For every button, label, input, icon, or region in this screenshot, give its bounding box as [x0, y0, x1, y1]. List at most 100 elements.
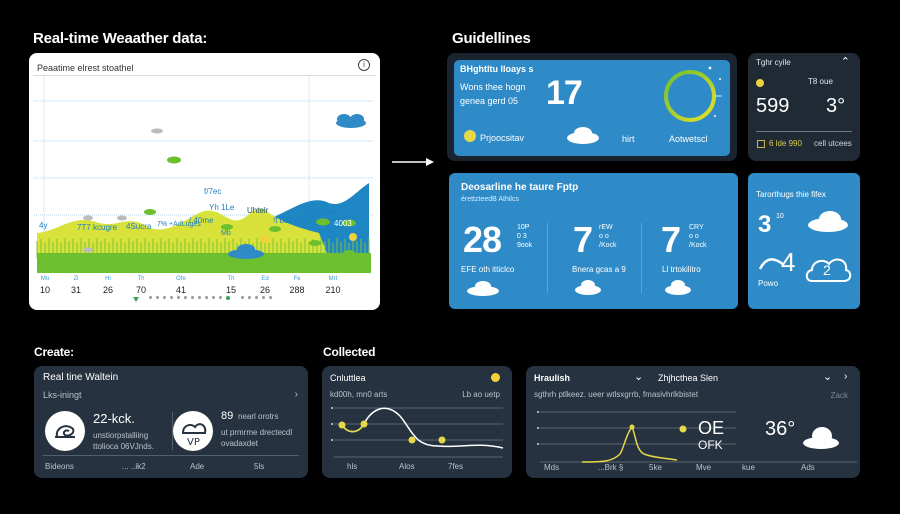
realtime-summary-card[interactable]: Real tine Waltein Lks-iningt › 22-kck. u…: [34, 366, 308, 478]
guidelines-footer-3: Aotwetscl: [669, 134, 708, 144]
history-footer-6: Ads: [801, 463, 815, 472]
page-dot[interactable]: [177, 296, 180, 299]
collected-footer-1: hls: [347, 462, 358, 471]
forecast-label-2: Bnera gcas a 9: [572, 265, 626, 274]
tomorrow-card[interactable]: Tarorthugs thie fifex 3 10 4 2 Powo: [748, 173, 860, 309]
tomorrow-value-2: 4: [781, 247, 796, 277]
cloud-icon: [665, 280, 691, 295]
realtime-right-value: 89: [221, 410, 234, 422]
chart-annotation: 4003: [334, 219, 352, 228]
guidelines-card-title: BHghtltu lloays s: [460, 64, 534, 74]
x-label: 210: [325, 285, 341, 295]
tomorrow-badge: 2: [823, 262, 831, 278]
forecast-sup: 9ook: [517, 242, 533, 249]
page-dot-active[interactable]: [226, 296, 230, 300]
chevron-right-icon[interactable]: ›: [844, 371, 848, 382]
chart-annotation: / 40me: [189, 216, 214, 225]
x-sublabel: Zi: [73, 276, 79, 282]
realtime-card-subtitle: Lks-iningt: [43, 390, 82, 400]
x-label: 15: [225, 285, 236, 295]
cloud-icon: [575, 280, 601, 295]
cloud-outline-icon: [805, 258, 852, 282]
page-dot[interactable]: [163, 296, 166, 299]
page-dot[interactable]: [156, 296, 159, 299]
forecast-sup: 0 3: [517, 233, 527, 240]
page-dot[interactable]: [219, 296, 222, 299]
collected-footer-2: Alos: [399, 462, 415, 471]
realtime-chart-panel: Peaatime elrest stoathel i: [29, 53, 380, 310]
sun-icon: [756, 79, 764, 87]
history-card[interactable]: Hraulish ⌄ Zhjhcthea Slen ⌄ › sgthrh ptl…: [526, 366, 860, 478]
blue-cloud-mid: [228, 244, 264, 259]
realtime-footer-2: ... ..ik2: [122, 462, 146, 471]
x-sublabel: Th: [227, 276, 235, 282]
divider: [33, 75, 376, 76]
chevron-down-icon[interactable]: ⌄: [823, 371, 833, 383]
forecast-sup: o o: [689, 233, 699, 240]
sun-icon: [261, 235, 269, 243]
page-dot[interactable]: [241, 296, 244, 299]
page-dot[interactable]: [262, 296, 265, 299]
page-dot[interactable]: [184, 296, 187, 299]
tomorrow-title: Tarorthugs thie fifex: [756, 190, 826, 199]
grey-cloud-icons: [83, 128, 163, 253]
cycle-card[interactable]: Tghr cyile ⌃ T8 oue 599 3° 6 lde 990 cel…: [748, 53, 860, 161]
realtime-right-desc1: ut prmrme drectecdl: [221, 428, 293, 437]
collected-right-sub: Lb ao uetp: [462, 390, 500, 399]
page-dot[interactable]: [205, 296, 208, 299]
chart-annotation: 7T7 kcugre: [77, 223, 118, 232]
chevron-right-icon[interactable]: ›: [294, 389, 298, 400]
guidelines-card[interactable]: BHghtltu lloays s Wons thee hogn genea g…: [454, 60, 730, 156]
guidelines-footer-2: hirt: [622, 134, 635, 144]
info-icon[interactable]: i: [358, 59, 370, 71]
forecast-value-2: 7: [573, 219, 594, 260]
checkbox[interactable]: [757, 140, 765, 148]
chart-annotation: 4y: [39, 221, 48, 230]
collected-card[interactable]: Cnluttlea kd00h, mn0 arts Lb ao uetp hls…: [322, 366, 512, 478]
x-sublabel: Hi: [105, 276, 111, 282]
history-dropdown-label[interactable]: Zhjhcthea Slen: [658, 373, 719, 383]
x-label: 288: [289, 285, 305, 295]
history-value-top: OE: [698, 418, 725, 438]
pagination-marker-icon: [133, 297, 139, 302]
history-temp: 36°: [765, 418, 796, 440]
chart-annotation: 4Sucra: [126, 222, 152, 231]
page-dot[interactable]: [170, 296, 173, 299]
forecast-sup: /Kock: [599, 242, 617, 249]
tomorrow-value-1-sup: 10: [776, 213, 784, 220]
page-dot[interactable]: [255, 296, 258, 299]
pagination-dots[interactable]: [149, 296, 272, 300]
rain-cloud-icon: VP: [173, 411, 213, 451]
guidelines-desc-line1: Wons thee hogn: [460, 82, 526, 92]
forecast-label-1: EFE oth itticlco: [461, 265, 515, 274]
green-base-series: [37, 253, 371, 273]
x-label: 41: [175, 285, 186, 295]
tomorrow-value-1: 3: [758, 211, 772, 238]
page-dot[interactable]: [149, 296, 152, 299]
cycle-footer-text: cell utcees: [814, 139, 852, 148]
page-dot[interactable]: [198, 296, 201, 299]
forecast-value-1: 28: [463, 219, 502, 260]
chevron-up-icon[interactable]: ⌃: [840, 56, 850, 68]
cycle-value-left: 599: [756, 95, 790, 117]
page-dot[interactable]: [212, 296, 215, 299]
cloud-icon: [336, 114, 366, 128]
chart-annotation: f/7ec: [204, 187, 222, 196]
sun-icon: [491, 373, 500, 382]
forecast-title: Deosarline he taure Fptp: [461, 182, 579, 193]
collected-footer-3: 7fes: [448, 462, 464, 471]
page-dot[interactable]: [191, 296, 194, 299]
line-chart: [331, 407, 504, 458]
history-right-sub: Zack: [830, 391, 848, 400]
cycle-value-right: 3°: [826, 95, 846, 117]
forecast-card[interactable]: Deosarline he taure Fptp érettzteedB Ath…: [449, 173, 738, 309]
x-sublabel: Ed: [261, 276, 269, 282]
section-title-guidelines: Guidellines: [452, 30, 531, 47]
history-footer-4: Mve: [696, 463, 712, 472]
page-dot[interactable]: [269, 296, 272, 299]
chevron-down-icon[interactable]: ⌄: [634, 371, 644, 383]
page-dot[interactable]: [248, 296, 251, 299]
realtime-footer-3: Ade: [190, 462, 205, 471]
chart-annotation: Uhtelr: [247, 206, 269, 215]
x-sublabel: Fe: [293, 276, 301, 282]
